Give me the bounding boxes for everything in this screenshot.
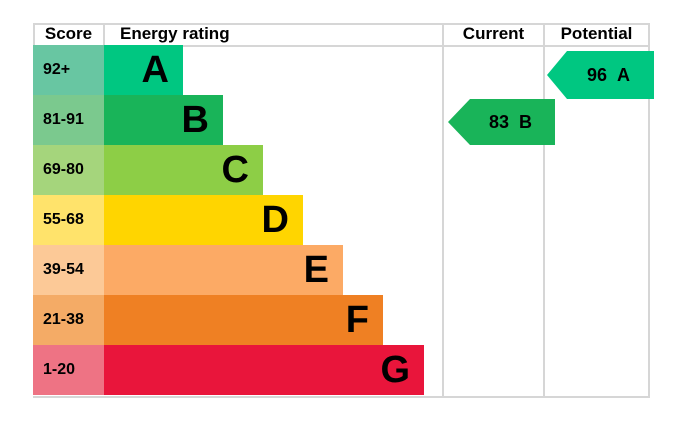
band-letter: G [380, 349, 410, 391]
current-rating-arrow: 83 B [448, 99, 555, 145]
band-score-range: 39-54 [33, 245, 104, 295]
current-rating-score: 83 [488, 111, 510, 132]
band-row-d: 55-68 D [33, 195, 303, 245]
potential-rating-score: 96 [586, 64, 608, 85]
band-row-g: 1-20 G [33, 345, 424, 395]
band-letter: D [261, 199, 289, 241]
score-column-left-border [33, 23, 35, 45]
score-column-right-border [103, 23, 105, 45]
column-header-energy-rating: Energy rating [120, 24, 230, 43]
band-row-f: 21-38 F [33, 295, 383, 345]
band-score-range: 81-91 [33, 95, 104, 145]
potential-rating-band: A [617, 64, 631, 85]
band-score-range: 92+ [33, 45, 104, 95]
band-letter: F [345, 299, 369, 341]
column-header-current: Current [462, 24, 525, 43]
band-letter: A [141, 49, 169, 91]
band-row-e: 39-54 E [33, 245, 343, 295]
current-rating-band: B [519, 111, 533, 132]
band-letter: C [221, 149, 249, 191]
band-score-range: 69-80 [33, 145, 104, 195]
header-bottom-border [33, 45, 650, 47]
band-letter: E [303, 249, 329, 291]
band-score-range: 1-20 [33, 345, 104, 395]
band-bar-f: F [104, 295, 383, 345]
band-bar-b: B [104, 95, 223, 145]
current-column-right-border [543, 23, 545, 398]
band-letter: B [181, 99, 209, 141]
current-column-left-border [442, 23, 444, 398]
table-bottom-border [33, 396, 650, 398]
column-header-score: Score [44, 24, 93, 43]
column-header-potential: Potential [560, 24, 633, 43]
band-row-c: 69-80 C [33, 145, 263, 195]
table-top-border [33, 23, 650, 25]
band-bar-a: A [104, 45, 183, 95]
potential-rating-arrow: 96 A [547, 51, 654, 99]
band-row-b: 81-91 B [33, 95, 223, 145]
table-right-border [648, 23, 650, 398]
band-score-range: 55-68 [33, 195, 104, 245]
band-score-range: 21-38 [33, 295, 104, 345]
band-row-a: 92+ A [33, 45, 183, 95]
band-bar-d: D [104, 195, 303, 245]
band-bar-g: G [104, 345, 424, 395]
band-bar-e: E [104, 245, 343, 295]
band-bar-c: C [104, 145, 263, 195]
